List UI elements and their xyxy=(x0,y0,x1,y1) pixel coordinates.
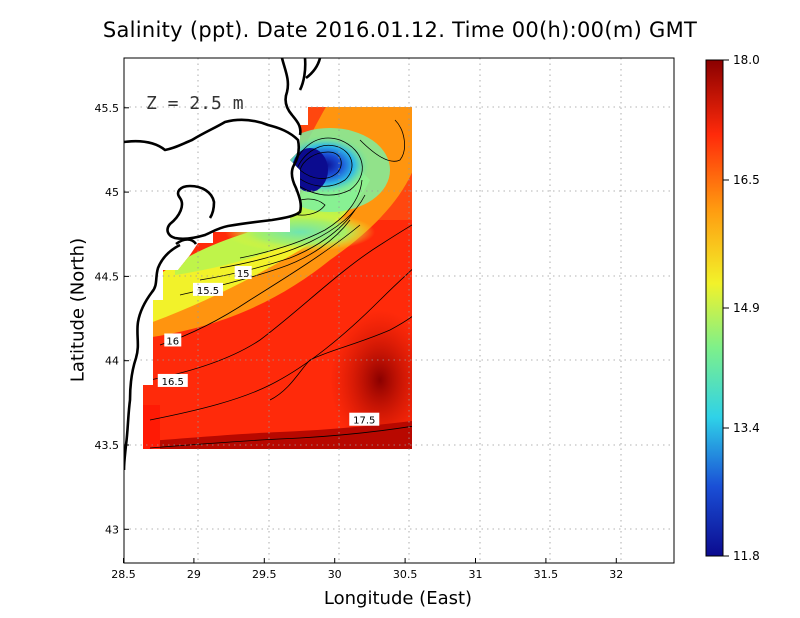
y-axis-ticks: 43 43.5 44 44.5 45 45.5 xyxy=(95,102,129,536)
contour-label-bg xyxy=(164,333,182,347)
x-tick-label: 30.5 xyxy=(393,568,418,581)
x-axis-ticks: 28.5 29 29.5 30 30.5 31 31.5 32 xyxy=(111,558,623,581)
plot-frame xyxy=(123,57,675,564)
contour-label-bg xyxy=(157,373,188,387)
colorbar-tick-label: 18.0 xyxy=(733,53,760,67)
contour-label: 15 xyxy=(237,269,250,280)
y-tick-label: 44 xyxy=(105,355,119,368)
map-title: Salinity (ppt). Date 2016.01.12. Time 00… xyxy=(102,18,698,42)
depth-label: Z = 2.5 m xyxy=(146,93,244,114)
x-tick-label: 29 xyxy=(187,568,201,581)
y-tick-label: 43 xyxy=(105,523,119,536)
x-axis-label: Longitude (East) xyxy=(323,588,473,609)
colorbar-tick-label: 13.4 xyxy=(733,421,760,435)
colorbar-tick-label: 16.5 xyxy=(733,173,760,187)
colorbar-ticks: 11.8 13.4 14.9 16.5 18.0 xyxy=(723,53,760,563)
contour-label: 16 xyxy=(166,336,179,347)
x-tick-label: 31 xyxy=(469,568,483,581)
x-tick-label: 29.5 xyxy=(252,568,277,581)
colorbar-tick-label: 11.8 xyxy=(733,549,760,563)
x-tick-label: 31.5 xyxy=(534,568,559,581)
contour-label: 16.5 xyxy=(162,377,184,388)
y-tick-label: 43.5 xyxy=(95,439,120,452)
contour-label-bg xyxy=(349,412,380,426)
x-tick-label: 28.5 xyxy=(111,568,136,581)
x-tick-label: 30 xyxy=(328,568,342,581)
colorbar xyxy=(705,59,724,557)
coastline xyxy=(124,58,322,471)
contour-label: 17.5 xyxy=(353,416,375,427)
contour-label-bg xyxy=(192,282,223,296)
colorbar-tick-label: 14.9 xyxy=(733,301,760,315)
contour-labels: 15 15.5 16 16.5 17.5 xyxy=(157,266,380,427)
y-tick-label: 45.5 xyxy=(95,102,120,115)
grid-lines xyxy=(124,58,674,563)
y-tick-label: 44.5 xyxy=(95,270,120,283)
x-tick-label: 32 xyxy=(609,568,623,581)
contour-label-bg xyxy=(234,266,252,280)
contour-label: 15.5 xyxy=(197,286,219,297)
y-tick-label: 45 xyxy=(105,186,119,199)
